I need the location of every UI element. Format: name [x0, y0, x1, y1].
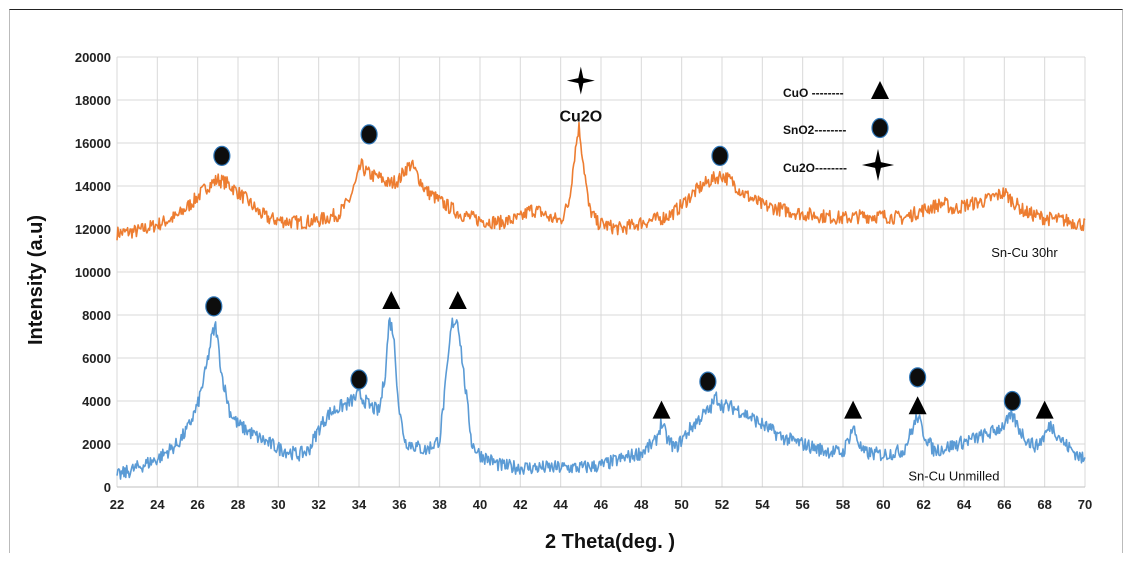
- triangle-marker: [844, 400, 863, 419]
- label-layer: Cu2O Sn-Cu 30hr Sn-Cu Unmilled: [559, 109, 1058, 484]
- x-tick-label: 46: [594, 497, 608, 512]
- x-tick-label: 28: [231, 497, 245, 512]
- grid-lines: [116, 56, 1086, 488]
- y-tick-label: 8000: [82, 308, 111, 323]
- legend-symbols: [861, 81, 895, 182]
- series-sn-cu-unmilled: [116, 317, 1086, 480]
- y-tick-label: 6000: [82, 351, 111, 366]
- circle-marker: [1003, 390, 1022, 412]
- triangle-marker: [382, 290, 401, 309]
- legend: CuO -------- SnO2-------- Cu2O--------: [783, 81, 895, 182]
- tick-labels: 22 24 26 28 30 32 34 36 38 40 42 44 46 48 50 52 54 56 58 60…: [75, 50, 1092, 512]
- cu2o-peak-annotation: Cu2O: [559, 109, 602, 126]
- triangle-marker: [652, 400, 671, 419]
- y-tick-label: 16000: [75, 136, 111, 151]
- circle-marker: [699, 371, 717, 392]
- legend-label-sno2: SnO2--------: [783, 123, 846, 137]
- x-tick-label: 40: [473, 497, 487, 512]
- legend-label-cuo: CuO --------: [783, 86, 844, 100]
- marker-layer: [205, 66, 1054, 419]
- circle-marker: [711, 145, 729, 166]
- x-tick-label: 68: [1037, 497, 1051, 512]
- x-tick-label: 22: [110, 497, 124, 512]
- x-tick-label: 34: [352, 497, 367, 512]
- series-layer: [116, 121, 1086, 480]
- x-tick-label: 52: [715, 497, 729, 512]
- series-label-unmilled: Sn-Cu Unmilled: [908, 469, 999, 484]
- circle-marker: [213, 145, 231, 166]
- x-tick-label: 58: [836, 497, 850, 512]
- x-tick-label: 44: [553, 497, 568, 512]
- circle-marker: [909, 367, 927, 388]
- circle-marker: [871, 117, 889, 139]
- x-tick-label: 64: [957, 497, 972, 512]
- x-tick-label: 62: [916, 497, 930, 512]
- legend-label-cu2o: Cu2O--------: [783, 161, 847, 175]
- y-tick-label: 12000: [75, 222, 111, 237]
- y-tick-label: 10000: [75, 265, 111, 280]
- x-tick-label: 36: [392, 497, 406, 512]
- triangle-marker: [448, 290, 467, 309]
- x-tick-label: 30: [271, 497, 285, 512]
- x-axis-title: 2 Theta(deg. ): [545, 531, 675, 553]
- star-marker: [861, 148, 895, 182]
- x-tick-label: 66: [997, 497, 1011, 512]
- x-tick-label: 38: [432, 497, 446, 512]
- x-tick-label: 42: [513, 497, 527, 512]
- triangle-marker: [908, 396, 927, 415]
- x-tick-label: 54: [755, 497, 770, 512]
- star-marker: [566, 66, 595, 95]
- x-tick-label: 48: [634, 497, 648, 512]
- y-axis-title: Intensity (a.u): [25, 215, 47, 345]
- x-tick-label: 56: [795, 497, 809, 512]
- triangle-marker: [871, 81, 889, 99]
- x-tick-label: 70: [1078, 497, 1092, 512]
- y-tick-label: 20000: [75, 50, 111, 65]
- x-tick-label: 24: [150, 497, 165, 512]
- circle-marker: [350, 369, 368, 390]
- y-tick-label: 18000: [75, 93, 111, 108]
- series-sn-cu-30hr: [116, 121, 1086, 241]
- x-tick-label: 50: [674, 497, 688, 512]
- x-tick-label: 32: [311, 497, 325, 512]
- chart-frame: [9, 9, 1123, 553]
- x-tick-label: 26: [190, 497, 204, 512]
- circle-marker: [360, 124, 378, 145]
- y-tick-label: 0: [104, 480, 111, 495]
- y-tick-label: 4000: [82, 394, 111, 409]
- y-tick-label: 2000: [82, 437, 111, 452]
- triangle-marker: [1035, 400, 1054, 419]
- circle-marker: [205, 296, 223, 317]
- y-tick-label: 14000: [75, 179, 111, 194]
- series-label-30hr: Sn-Cu 30hr: [991, 245, 1058, 260]
- x-tick-label: 60: [876, 497, 890, 512]
